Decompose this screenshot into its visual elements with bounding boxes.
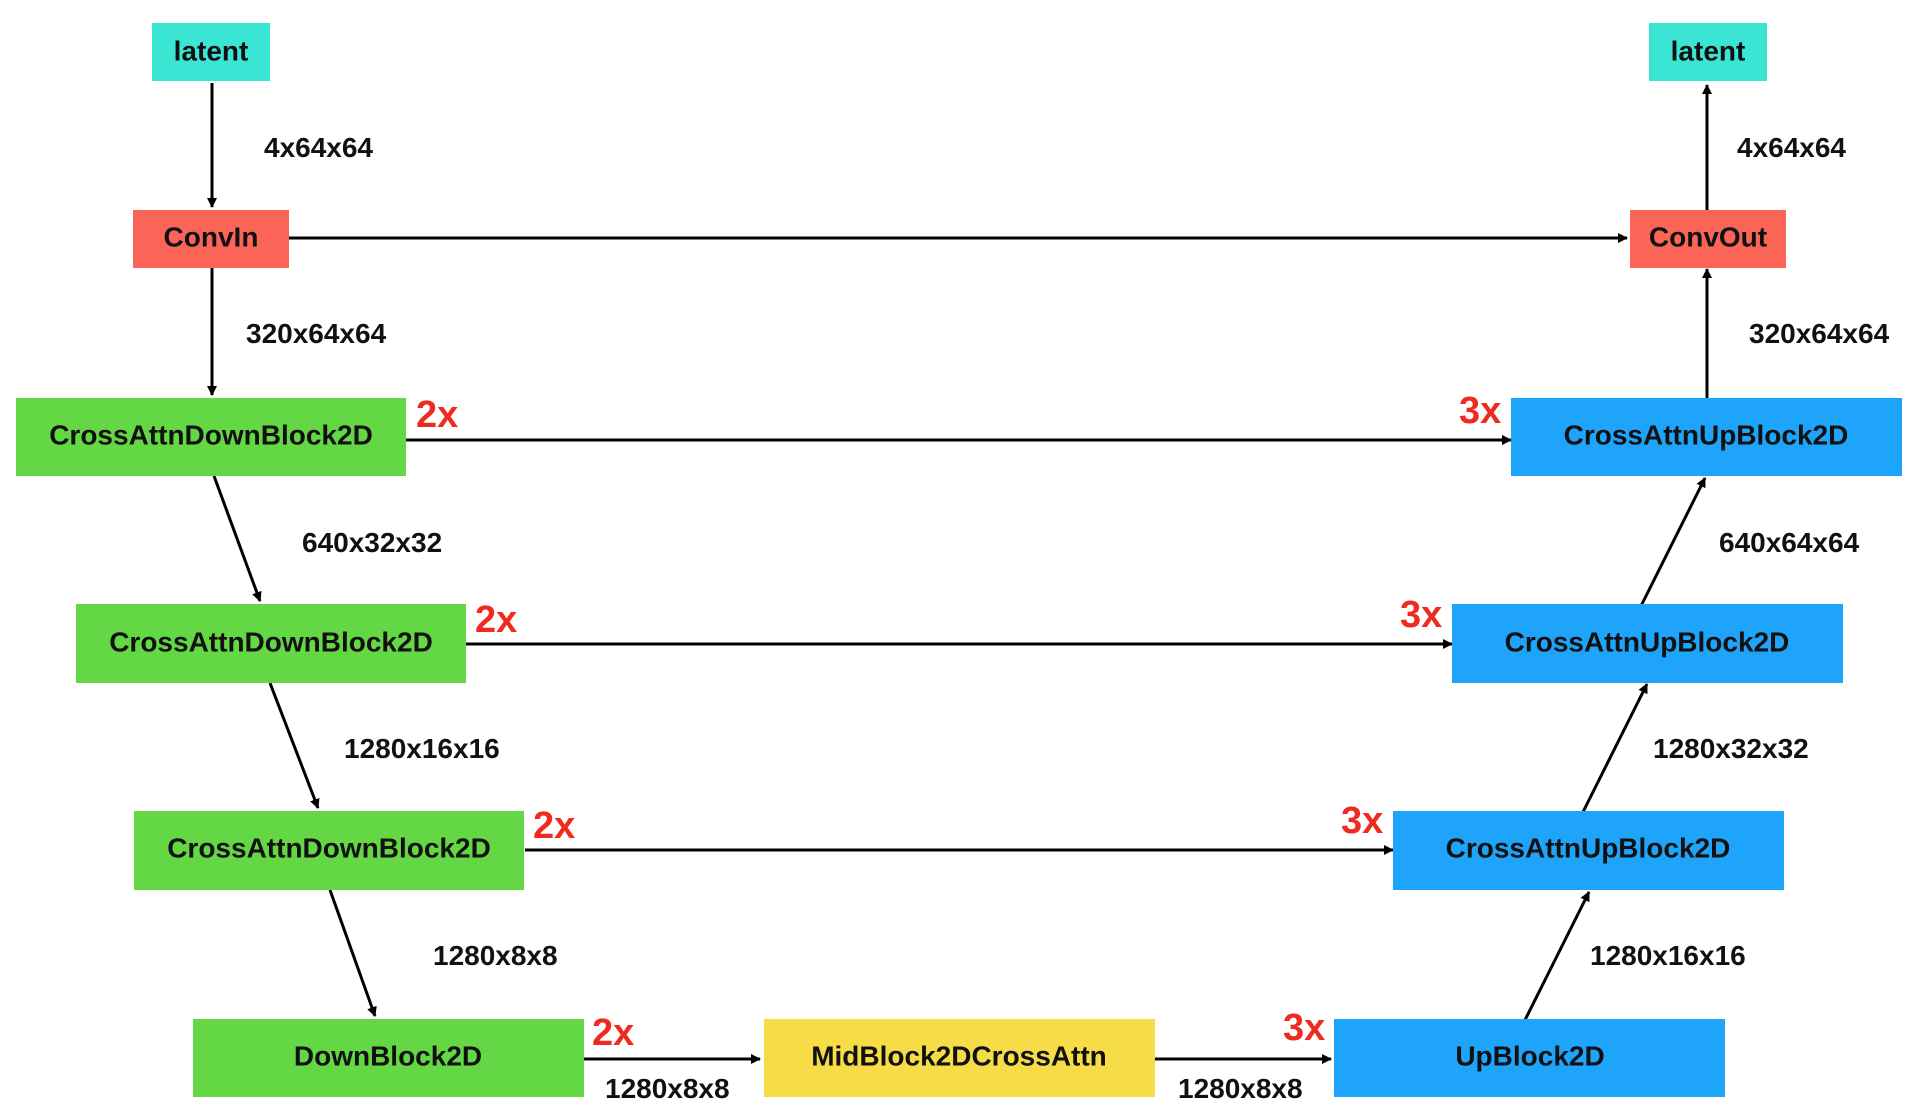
up-block-1-label: CrossAttnUpBlock2D xyxy=(1564,419,1849,450)
latent-output-label: latent xyxy=(1671,35,1746,66)
up-block-3-box xyxy=(1393,811,1784,890)
multiplier-down-1: 2x xyxy=(416,394,458,436)
dim-down1-to-down2: 640x32x32 xyxy=(302,527,442,558)
node-conv-out: ConvOut xyxy=(1630,210,1786,268)
multiplier-up-1: 3x xyxy=(1459,390,1501,432)
dim-convin-to-down1: 320x64x64 xyxy=(246,318,387,349)
multiplier-down-2: 2x xyxy=(475,599,517,641)
edge-up2-to-up1 xyxy=(1639,477,1707,607)
node-down-block-4: DownBlock2D xyxy=(193,1019,584,1097)
multiplier-up-3: 3x xyxy=(1341,800,1383,842)
edge-down2-to-down3 xyxy=(268,682,320,809)
down-block-4-box xyxy=(193,1019,584,1097)
multipliers: 2x 2x 2x 2x 3x 3x 3x 3x xyxy=(416,390,1501,1054)
multiplier-up-4: 3x xyxy=(1283,1007,1325,1049)
dim-up3-to-up2: 1280x32x32 xyxy=(1653,733,1809,764)
up-block-4-box xyxy=(1334,1019,1725,1097)
down-block-2-label: CrossAttnDownBlock2D xyxy=(109,626,433,657)
dim-convout-to-latent: 4x64x64 xyxy=(1737,132,1846,163)
up-block-3-label: CrossAttnUpBlock2D xyxy=(1446,832,1731,863)
mid-block-box xyxy=(764,1019,1155,1097)
down-block-1-box xyxy=(16,398,406,476)
conv-out-label: ConvOut xyxy=(1649,221,1767,252)
multiplier-down-4: 2x xyxy=(592,1012,634,1054)
down-block-2-box xyxy=(76,604,466,683)
up-block-2-box xyxy=(1452,604,1843,683)
multiplier-down-3: 2x xyxy=(533,805,575,847)
up-block-1-box xyxy=(1511,398,1902,476)
node-up-block-2: CrossAttnUpBlock2D xyxy=(1452,604,1843,683)
node-down-block-1: CrossAttnDownBlock2D xyxy=(16,398,406,476)
dim-up1-to-convout: 320x64x64 xyxy=(1749,318,1890,349)
up-block-4-label: UpBlock2D xyxy=(1455,1040,1604,1071)
conv-out-box xyxy=(1630,210,1786,268)
multiplier-up-2: 3x xyxy=(1400,594,1442,636)
down-block-3-label: CrossAttnDownBlock2D xyxy=(167,832,491,863)
conv-in-box xyxy=(133,210,289,268)
node-latent-input: latent xyxy=(152,23,270,81)
dim-up4-to-up3: 1280x16x16 xyxy=(1590,940,1746,971)
latent-input-box xyxy=(152,23,270,81)
dim-up2-to-up1: 640x64x64 xyxy=(1719,527,1860,558)
nodes: latent ConvIn CrossAttnDownBlock2D Cross… xyxy=(16,23,1902,1097)
dim-down3-to-down4: 1280x8x8 xyxy=(433,940,558,971)
dim-latent-to-convin: 4x64x64 xyxy=(264,132,373,163)
node-down-block-3: CrossAttnDownBlock2D xyxy=(134,811,524,890)
node-mid-block: MidBlock2DCrossAttn xyxy=(764,1019,1155,1097)
dim-mid-to-up4: 1280x8x8 xyxy=(1178,1073,1303,1104)
down-block-4-label: DownBlock2D xyxy=(294,1040,482,1071)
node-up-block-1: CrossAttnUpBlock2D xyxy=(1511,398,1902,476)
dim-down4-to-mid: 1280x8x8 xyxy=(605,1073,730,1104)
node-conv-in: ConvIn xyxy=(133,210,289,268)
down-block-1-label: CrossAttnDownBlock2D xyxy=(49,419,373,450)
node-down-block-2: CrossAttnDownBlock2D xyxy=(76,604,466,683)
edge-up4-to-up3 xyxy=(1523,891,1591,1021)
edge-down3-to-down4 xyxy=(328,889,377,1017)
up-block-2-label: CrossAttnUpBlock2D xyxy=(1505,626,1790,657)
dim-down2-to-down3: 1280x16x16 xyxy=(344,733,500,764)
node-up-block-4: UpBlock2D xyxy=(1334,1019,1725,1097)
mid-block-label: MidBlock2DCrossAttn xyxy=(811,1040,1107,1071)
edge-down1-to-down2 xyxy=(212,475,262,602)
edge-up3-to-up2 xyxy=(1581,683,1649,813)
down-block-3-box xyxy=(134,811,524,890)
latent-output-box xyxy=(1649,23,1767,81)
node-up-block-3: CrossAttnUpBlock2D xyxy=(1393,811,1784,890)
latent-input-label: latent xyxy=(174,35,249,66)
dimension-labels: 4x64x64 320x64x64 640x32x32 1280x16x16 1… xyxy=(246,132,1890,1104)
conv-in-label: ConvIn xyxy=(164,221,259,252)
edges xyxy=(207,83,1712,1064)
node-latent-output: latent xyxy=(1649,23,1767,81)
